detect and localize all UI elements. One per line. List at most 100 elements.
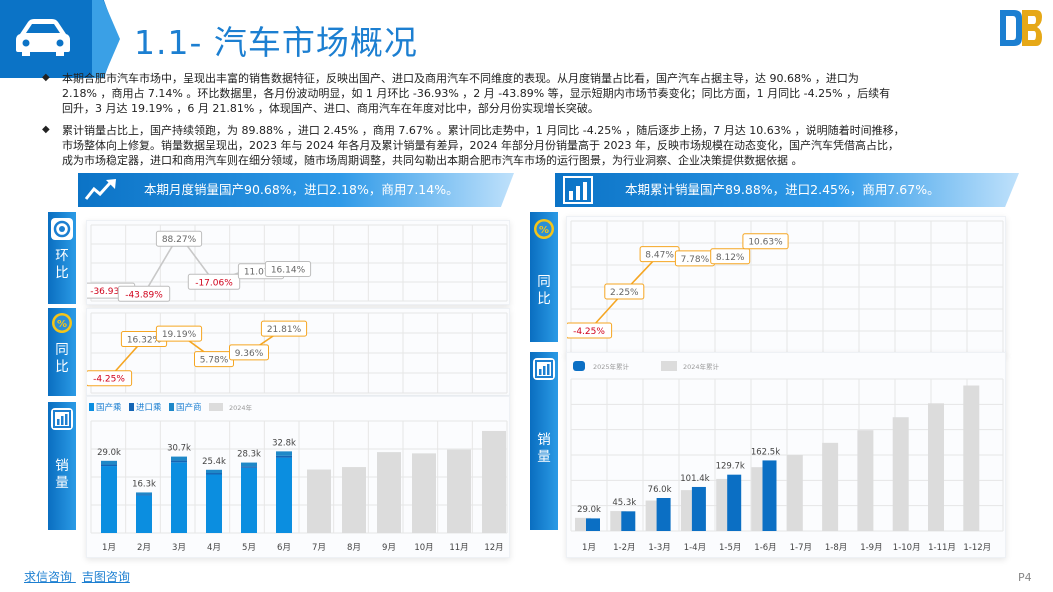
side-label-char: 同 (55, 342, 69, 358)
side-label-cum-sales: 销量 (534, 432, 554, 466)
legend-label: 2024年累计 (683, 362, 720, 371)
footer-link[interactable]: 吉图咨询 (81, 570, 130, 584)
bar-prior (447, 449, 471, 533)
data-label-box (742, 233, 789, 250)
trend-line-icon (84, 179, 116, 200)
data-label: 11.07% (244, 268, 279, 278)
bar-prior (412, 453, 436, 533)
side-label-char: 销 (537, 432, 551, 448)
data-label: 10.63% (748, 238, 783, 248)
side-label-char: 比 (55, 265, 69, 281)
left-banner-text: 本期月度销量国产90.68%，进口2.18%，商用7.14%。 (144, 182, 459, 197)
legend-swatch (209, 403, 223, 411)
x-tick-label: 6月 (277, 543, 291, 553)
side-label-char: 量 (537, 449, 551, 465)
bar-value-label: 45.3k (612, 498, 636, 508)
x-tick-label: 1-10月 (893, 543, 921, 553)
data-label: 8.47% (645, 251, 674, 261)
bar-value-label: 76.0k (648, 485, 672, 495)
side-label-yoy: 同比 (52, 342, 72, 376)
bar-current (727, 474, 742, 531)
right-banner-text: 本期累计销量国产89.88%，进口2.45%，商用7.67%。 (625, 182, 940, 197)
x-tick-label: 7月 (312, 543, 326, 553)
data-label-box (155, 325, 203, 342)
x-tick-label: 1-2月 (613, 543, 635, 553)
side-label-mom: 环比 (52, 248, 72, 282)
bar-current (762, 460, 777, 531)
data-label: 7.78% (681, 255, 710, 265)
chart-cum-yoy: -4.25% 2.25% 8.47% 7.78% 8.12%10.63% (565, 220, 1004, 354)
bar-import (171, 460, 187, 463)
chart-cum-sales: 2025年累计 2024年累计 29.0k 1月 45.3k 1-2月 76.0k 1-3月 1… (570, 361, 1004, 553)
chart-panel-mom: -36.93% -43.89% 88.27% -17.06% 11.07% 16.14% (82, 220, 510, 305)
x-tick-label: 2月 (137, 543, 151, 553)
data-label: 88.27% (162, 235, 197, 245)
svg-text:%: % (539, 225, 549, 236)
bar-prior (928, 403, 944, 531)
bar-value-label: 16.3k (132, 479, 156, 489)
legend-swatch (89, 403, 94, 411)
footer-links: 求信咨询 吉图咨询 (24, 568, 130, 585)
bar-commercial (206, 469, 222, 474)
data-label-box (85, 370, 133, 387)
x-tick-label: 1月 (102, 543, 116, 553)
data-label-box (604, 283, 645, 300)
footer-link[interactable]: 求信咨询 (24, 570, 73, 584)
legend-swatch (129, 403, 134, 411)
data-label: -43.89% (125, 290, 163, 300)
right-banner: 本期累计销量国产89.88%，进口2.45%，商用7.67%。 (555, 173, 1019, 207)
bar-current (691, 486, 706, 531)
svg-text:%: % (57, 319, 67, 330)
x-tick-label: 1-7月 (790, 543, 812, 553)
bar-prior (857, 430, 874, 531)
bar-value-label: 28.3k (237, 450, 261, 460)
bar-commercial (276, 451, 292, 456)
side-label-char: 比 (537, 291, 551, 307)
bar-chart-icon (51, 408, 73, 430)
legend-swatch (573, 361, 585, 371)
bar-prior (822, 442, 839, 531)
target-icon (51, 218, 73, 240)
side-tab-yoy: % 同比 (48, 308, 76, 396)
side-label-char: 同 (537, 274, 551, 290)
chart-sales: 国产乘 进口乘 国产商 2024年 29.0k 1月 16.3k 2月 30.7k 3月 25.4k… (89, 402, 508, 553)
x-tick-label: 1月 (582, 543, 596, 553)
side-label-char: 量 (55, 475, 69, 491)
x-tick-label: 1-4月 (684, 543, 706, 553)
chart-yoy: -4.25% 16.32%19.19% 5.78% 9.36% 21.81% (85, 312, 508, 394)
data-label-box (117, 285, 171, 302)
bar-prior (307, 469, 331, 533)
side-tab-mom: 环比 (48, 212, 76, 304)
chart-panel-sales: 国产乘 进口乘 国产商 2024年 29.0k 1月 16.3k 2月 30.7k 3月 25.4k… (86, 396, 510, 558)
bar-domestic (171, 462, 187, 533)
header-band-accent (92, 0, 120, 78)
data-label: -4.25% (573, 327, 605, 337)
x-tick-label: 1-6月 (754, 543, 776, 553)
x-tick-label: 1-11月 (928, 543, 956, 553)
bar-commercial (101, 460, 117, 465)
data-label-box (155, 230, 203, 247)
page-title: 1.1- 汽车市场概况 (134, 23, 418, 62)
bar-domestic (241, 467, 257, 533)
bar-value-label: 101.4k (680, 474, 709, 484)
bar-value-label: 29.0k (97, 448, 121, 458)
paragraph-2: 累计销量占比上，国产持续领跑，为 89.88% ，进口 2.45% ，商用 7.… (62, 123, 1002, 168)
legend-label: 2025年累计 (593, 362, 630, 371)
paragraph-2-line: 累计销量占比上，国产持续领跑，为 89.88% ，进口 2.45% ，商用 7.… (62, 124, 905, 137)
legend-swatch (661, 361, 677, 371)
bar-import (206, 473, 222, 475)
bar-value-label: 162.5k (751, 447, 780, 457)
bar-import (241, 466, 257, 468)
bar-domestic (206, 474, 222, 533)
data-label: 8.12% (716, 253, 745, 263)
bar-prior (963, 385, 980, 531)
x-tick-label: 5月 (242, 543, 256, 553)
bar-commercial (171, 456, 187, 461)
side-label-char: 比 (55, 359, 69, 375)
bar-commercial (136, 492, 152, 495)
legend-label: 进口乘 (136, 402, 162, 413)
bar-domestic (276, 457, 292, 533)
side-tab-sales: 销量 (48, 402, 76, 530)
bullet-1: ◆ (42, 72, 50, 83)
data-label: 21.81% (267, 325, 302, 335)
